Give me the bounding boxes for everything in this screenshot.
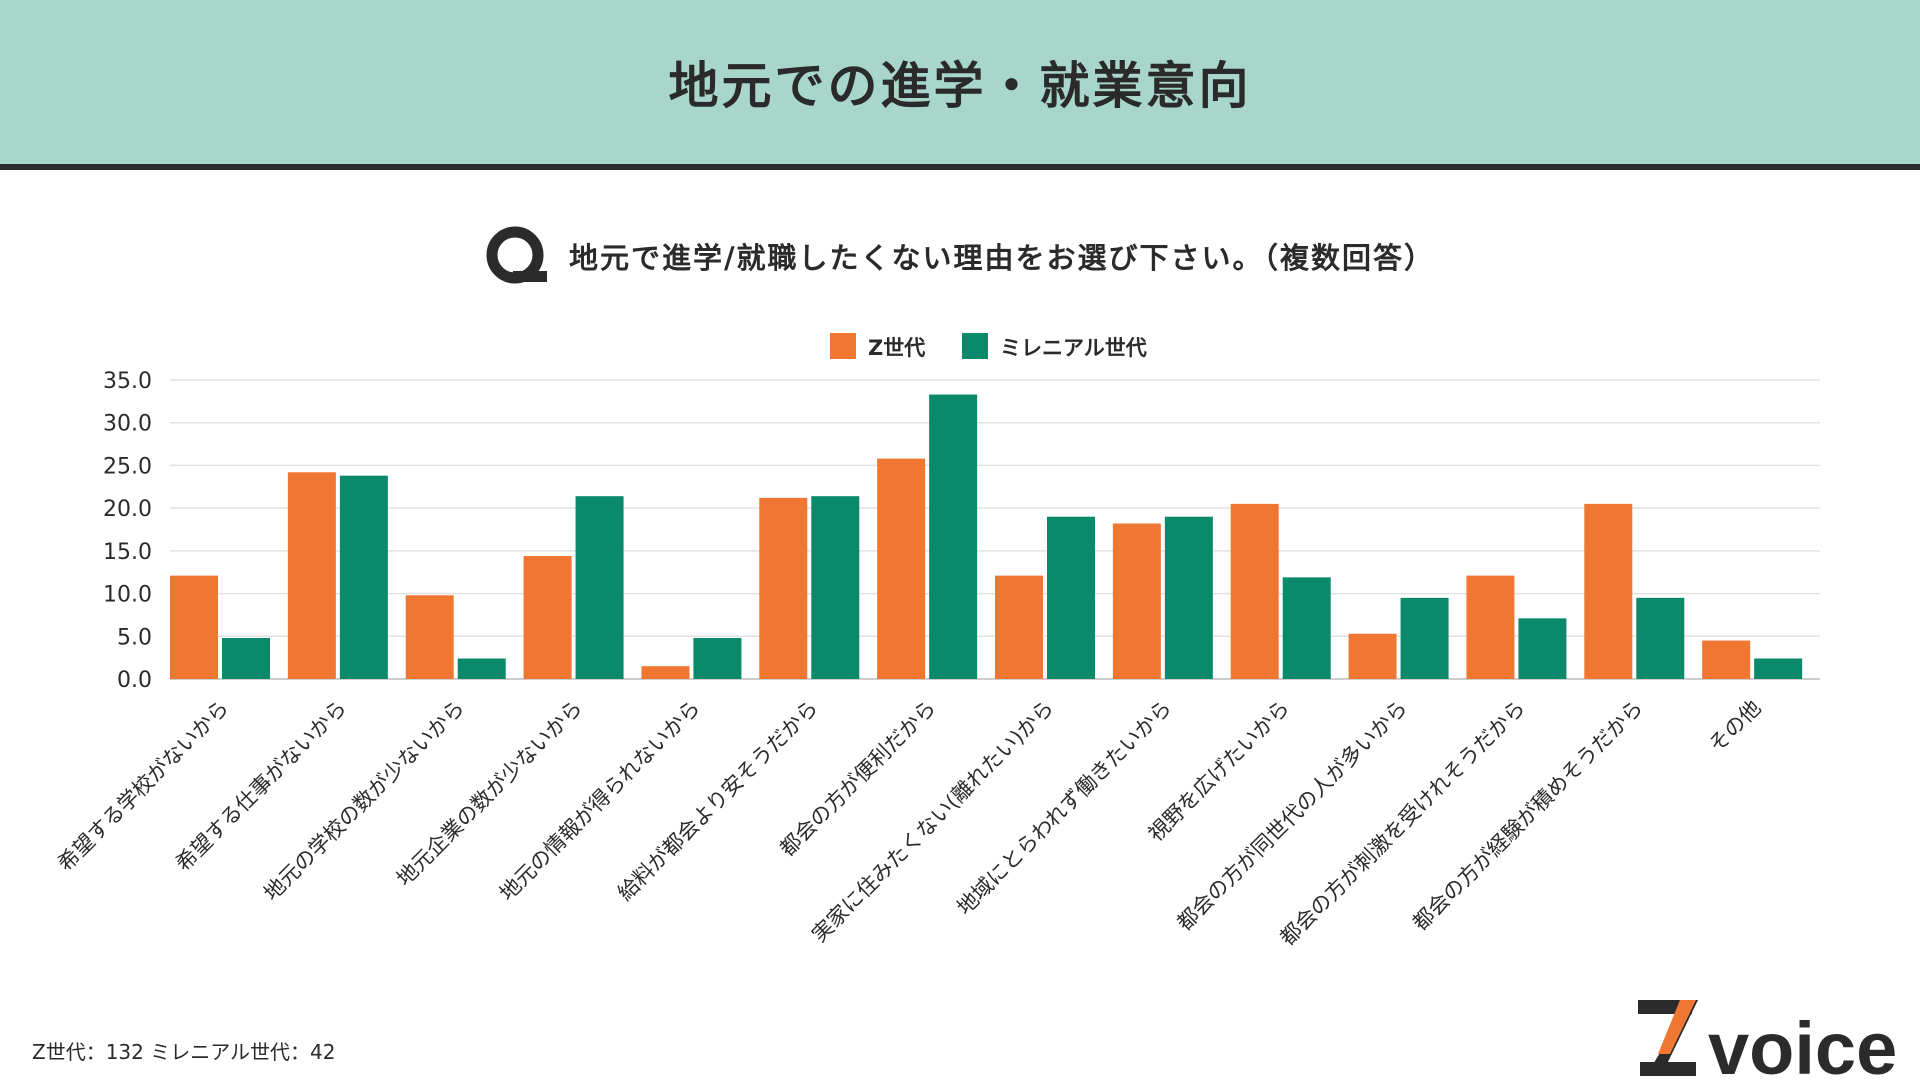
y-tick-label: 20.0 <box>103 497 152 522</box>
bar-z-gen <box>641 666 690 679</box>
x-category-label: その他 <box>1704 696 1766 758</box>
bar-millennial <box>1754 658 1803 679</box>
x-category-label: 都会の方が経験が積めそうだから <box>1408 696 1648 936</box>
bar-millennial <box>457 658 506 679</box>
y-tick-label: 25.0 <box>103 454 152 479</box>
bar-millennial <box>929 394 978 679</box>
legend-swatch <box>830 333 856 359</box>
bar-millennial <box>339 475 388 679</box>
legend-label: ミレニアル世代 <box>1000 336 1147 360</box>
zvoice-logo: voice <box>1638 1000 1897 1080</box>
x-category-label: 実家に住みたくない(離れたい)から <box>807 696 1058 947</box>
y-tick-label: 0.0 <box>117 668 152 693</box>
y-tick-label: 30.0 <box>103 412 152 437</box>
x-category-label: 給料が都会より安そうだから <box>613 696 823 906</box>
bar-z-gen <box>1348 633 1397 679</box>
bar-millennial <box>1400 597 1449 679</box>
y-tick-label: 15.0 <box>103 540 152 565</box>
y-tick-label: 5.0 <box>117 625 152 650</box>
x-category-label: 地元の学校の数が少ないから <box>259 696 469 906</box>
bar-z-gen <box>1112 523 1161 679</box>
bar-z-gen <box>287 472 336 679</box>
bar-millennial <box>811 496 860 679</box>
logo-text: voice <box>1708 1007 1897 1080</box>
bar-z-gen <box>1584 503 1633 679</box>
question-text: 地元で進学/就職したくない理由をお選び下さい。（複数回答） <box>568 241 1436 275</box>
bar-chart: 35.030.025.020.015.010.05.00.0希望する学校がないか… <box>53 333 1820 951</box>
bar-z-gen <box>1466 575 1515 679</box>
bar-z-gen <box>1230 503 1279 679</box>
q-icon <box>486 226 547 284</box>
bar-z-gen <box>523 555 572 679</box>
bar-z-gen <box>405 595 454 679</box>
sample-size-note: Z世代：132 ミレニアル世代：42 <box>32 1040 336 1064</box>
bar-millennial <box>575 496 624 679</box>
page-title: 地元での進学・就業意向 <box>668 57 1252 115</box>
bar-z-gen <box>877 458 926 679</box>
x-category-label: 都会の方が刺激を受けれそうだから <box>1275 696 1530 951</box>
x-category-label: 都会の方が同世代の人が多いから <box>1172 696 1412 936</box>
bar-millennial <box>1164 516 1213 679</box>
bar-millennial <box>1518 618 1567 679</box>
bar-millennial <box>1636 597 1685 679</box>
header-banner: 地元での進学・就業意向 <box>0 0 1920 170</box>
bar-z-gen <box>995 575 1043 679</box>
y-tick-label: 35.0 <box>103 369 152 394</box>
bar-millennial <box>693 637 742 679</box>
bar-z-gen <box>1702 640 1751 679</box>
x-category-label: 地元企業の数が少ないから <box>392 696 587 891</box>
legend-label: Z世代 <box>868 336 925 360</box>
bar-millennial <box>222 637 270 679</box>
y-tick-label: 10.0 <box>103 583 152 608</box>
legend-swatch <box>962 333 988 359</box>
x-category-label: 地域にとらわれず働きたいから <box>952 696 1176 920</box>
bar-z-gen <box>759 497 808 679</box>
bar-millennial <box>1047 516 1095 679</box>
bar-millennial <box>1282 577 1331 679</box>
bar-z-gen <box>170 575 218 679</box>
x-category-label: 地元の情報が得られないから <box>495 696 705 906</box>
question-row: 地元で進学/就職したくない理由をお選び下さい。（複数回答） <box>0 226 1920 286</box>
